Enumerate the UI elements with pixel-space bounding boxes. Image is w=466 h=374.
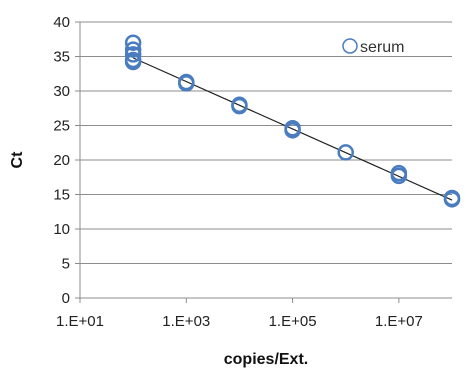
data-point-serum (124, 46, 142, 63)
trendline (132, 57, 453, 201)
data-point-serum (443, 189, 461, 207)
data-point-serum (231, 96, 248, 114)
data-point-serum (337, 144, 354, 161)
y-tick-label: 25 (53, 118, 70, 135)
y-tick-label: 10 (53, 221, 70, 238)
legend-marker-serum (342, 38, 358, 54)
gridlines (80, 21, 452, 264)
y-tick-label: 0 (62, 290, 70, 307)
data-point-serum (124, 41, 142, 58)
trendline-layer (132, 57, 453, 201)
data-points (124, 34, 461, 208)
x-tick-label: 1.E+07 (375, 313, 423, 330)
data-point-serum (124, 34, 142, 51)
y-axis-title: Ct (9, 151, 26, 169)
y-tick-label: 30 (53, 83, 70, 100)
y-tick-label: 15 (53, 187, 70, 204)
data-point-serum (178, 73, 195, 91)
x-axis-title: copies/Ext. (224, 351, 308, 368)
axes (75, 21, 452, 303)
data-point-serum (390, 164, 408, 182)
tick-labels: 0 5 10 15 20 25 30 35 40 1.E+01 1.E+03 1.E+05 1.E+07 (53, 14, 423, 330)
data-point-serum (284, 120, 301, 137)
x-tick-label: 1.E+01 (56, 313, 104, 330)
y-tick-label: 40 (53, 14, 70, 31)
legend: serum (342, 38, 404, 56)
y-tick-label: 35 (53, 49, 70, 66)
legend-label-serum: serum (360, 39, 404, 56)
y-tick-label: 5 (62, 256, 70, 273)
x-tick-label: 1.E+03 (162, 313, 210, 330)
y-tick-label: 20 (53, 152, 70, 169)
x-tick-label: 1.E+05 (269, 313, 317, 330)
data-point-serum (124, 53, 142, 71)
